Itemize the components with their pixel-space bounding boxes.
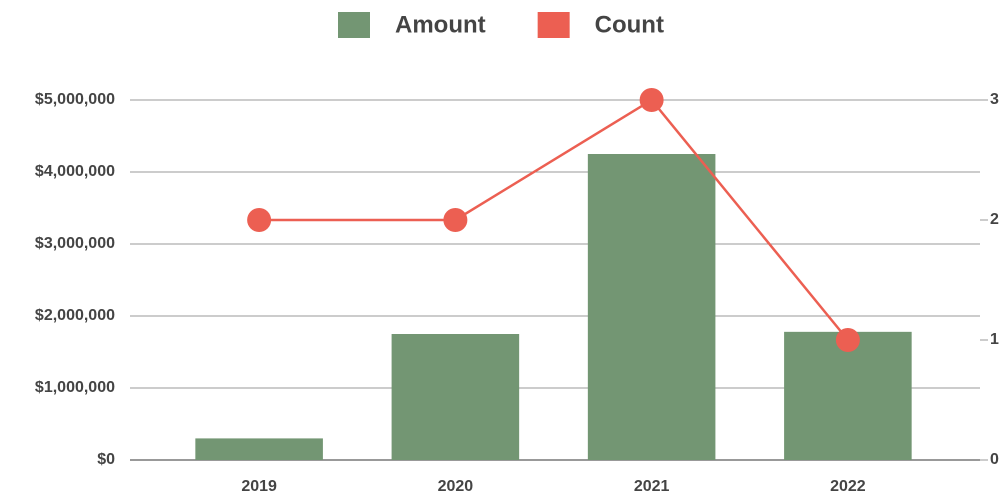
y2-tick-label: 3	[990, 91, 999, 108]
bar	[391, 334, 520, 460]
legend-label: Amount	[395, 11, 486, 38]
x-tick-label: 2021	[634, 478, 670, 495]
y-tick-label: $2,000,000	[35, 307, 115, 324]
line	[259, 98, 849, 341]
bar	[784, 331, 912, 460]
y2-tick-label: 0	[990, 451, 999, 468]
point	[247, 208, 272, 232]
y2-tick-label: 1	[990, 331, 999, 348]
legend-swatch	[338, 12, 370, 38]
y-tick-label: $0	[97, 451, 115, 468]
point	[443, 208, 468, 232]
x-tick-label: 2019	[241, 478, 277, 495]
legend-swatch	[537, 12, 570, 38]
y-tick-label: $1,000,000	[35, 379, 115, 396]
y-tick-label: $5,000,000	[35, 91, 115, 108]
x-tick-label: 2022	[830, 478, 866, 495]
y-tick-label: $3,000,000	[35, 235, 115, 252]
legend-label: Count	[595, 11, 664, 38]
point	[639, 88, 664, 112]
y2-tick-label: 2	[990, 211, 999, 228]
bar	[195, 438, 323, 460]
point	[835, 328, 860, 352]
bar	[587, 154, 716, 460]
y-tick-label: $4,000,000	[35, 163, 115, 180]
x-tick-label: 2020	[438, 478, 474, 495]
